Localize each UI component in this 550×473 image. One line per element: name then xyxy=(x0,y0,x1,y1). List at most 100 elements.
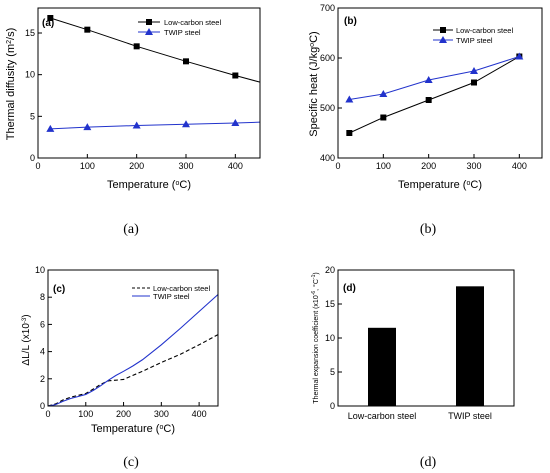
chart-a-series-1-point-2 xyxy=(132,121,141,129)
chart-b-series-0-point-1 xyxy=(380,114,387,121)
chart-a-ytick-label-3: 15 xyxy=(25,28,35,38)
chart-b-series-0-line xyxy=(349,56,520,134)
chart-c-panel-label: (c) xyxy=(53,284,65,295)
chart-a-xlabel: Temperature (oC) xyxy=(107,179,191,191)
chart-a-legend: Low-carbon steel TWIP steel xyxy=(138,18,221,37)
legend-b-marker-1 xyxy=(440,27,446,33)
chart-a-ylabel: Thermal diffusity (m2/s) xyxy=(5,28,17,141)
chart-a-series-1-line xyxy=(50,121,261,130)
chart-b-series-1-point-0 xyxy=(345,95,354,103)
chart-c-xlabel: Temperature (oC) xyxy=(91,423,175,435)
chart-a-xtick-label-2: 200 xyxy=(129,161,144,171)
caption-d: (d) xyxy=(420,455,437,470)
chart-c-series-0-line xyxy=(47,334,219,407)
chart-b-series-0-point-2 xyxy=(425,97,432,103)
legend-b-label-2: TWIP steel xyxy=(456,36,493,45)
legend-c-label-2: TWIP steel xyxy=(153,292,190,301)
chart-d-ytick-label-2: 10 xyxy=(325,333,335,343)
chart-c-ytick-label-1: 2 xyxy=(40,374,45,384)
chart-b-xtick-label-0: 0 xyxy=(335,161,340,171)
chart-b-series-1-point-3 xyxy=(470,67,478,74)
chart-a-series-1-point-4 xyxy=(231,119,240,126)
legend-a-marker-2 xyxy=(145,28,153,35)
chart-b: 400 500 600 700 0 100 200 300 400 (b) Low-carbon… xyxy=(308,3,543,191)
chart-a-series-0-point-4 xyxy=(232,72,239,79)
chart-a: 0 5 10 15 0 100 200 300 400 (a) Low-carbon steel… xyxy=(5,7,261,191)
chart-d-frame xyxy=(337,269,515,407)
chart-d-panel-label: (d) xyxy=(343,283,356,294)
legend-a-label-1: Low-carbon steel xyxy=(164,18,221,27)
chart-c-ytick-label-3: 6 xyxy=(40,319,45,329)
chart-a-series-0-point-0 xyxy=(47,15,54,21)
chart-c-xtick-label-4: 400 xyxy=(192,409,207,419)
chart-b-marks xyxy=(345,52,524,136)
chart-b-series-1-line xyxy=(349,56,520,100)
chart-d-marks xyxy=(368,286,484,406)
chart-a-series-0-point-1 xyxy=(84,26,91,33)
chart-b-series-1-point-4 xyxy=(515,52,524,60)
chart-a-xtick-label-3: 300 xyxy=(178,161,193,171)
chart-c-ytick-label-0: 0 xyxy=(40,401,45,411)
chart-d-category-label-1: TWIP steel xyxy=(448,411,492,421)
chart-d-ytick-label-3: 15 xyxy=(325,299,335,309)
chart-d: Low-carbon steel TWIP steel 0 5 10 15 20 (d) T… xyxy=(311,265,515,421)
chart-b-legend: Low-carbon steel TWIP steel xyxy=(433,26,513,45)
legend-c-label-1: Low-carbon steel xyxy=(153,284,210,293)
chart-d-ytick-label-0: 0 xyxy=(330,401,335,411)
chart-a-series-0-point-3 xyxy=(183,58,189,65)
chart-d-bar-1 xyxy=(456,286,484,406)
chart-a-xtick-label-1: 100 xyxy=(80,161,95,171)
chart-a-ytick-label-1: 5 xyxy=(30,111,35,121)
legend-a-label-2: TWIP steel xyxy=(164,28,201,37)
chart-d-ytick-label-1: 5 xyxy=(330,367,335,377)
chart-b-ytick-label-1: 500 xyxy=(320,103,335,113)
chart-c-xtick-label-3: 300 xyxy=(154,409,169,419)
chart-c-frame xyxy=(47,269,219,407)
chart-b-ytick-label-3: 700 xyxy=(320,3,335,13)
chart-b-ytick-label-0: 400 xyxy=(320,153,335,163)
chart-a-series-1-point-1 xyxy=(83,123,92,131)
chart-d-category-label-0: Low-carbon steel xyxy=(348,411,417,421)
chart-b-series-1-point-1 xyxy=(379,90,388,97)
chart-a-ytick-label-2: 10 xyxy=(25,70,35,80)
chart-a-frame xyxy=(37,7,261,159)
chart-b-panel-label: (b) xyxy=(344,16,357,27)
chart-b-series-1-point-2 xyxy=(424,76,433,83)
chart-c-ylabel: ΔL/L (x10-3) xyxy=(21,314,32,365)
caption-c: (c) xyxy=(123,455,139,470)
chart-d-ytick-label-4: 20 xyxy=(325,265,335,275)
chart-b-xtick-label-3: 300 xyxy=(466,161,481,171)
chart-c-xtick-label-2: 200 xyxy=(116,409,131,419)
legend-b-label-1: Low-carbon steel xyxy=(456,26,513,35)
chart-c-xtick-label-0: 0 xyxy=(45,409,50,419)
chart-a-marks xyxy=(46,15,261,132)
chart-c-ytick-label-2: 4 xyxy=(40,347,45,357)
chart-b-frame xyxy=(337,7,543,159)
chart-b-series-0-point-3 xyxy=(471,79,477,86)
chart-a-series-1-point-0 xyxy=(46,124,55,132)
chart-a-series-0-line xyxy=(50,17,261,83)
chart-b-ytick-label-2: 600 xyxy=(320,53,335,63)
chart-b-xlabel: Temperature (oC) xyxy=(398,179,482,191)
chart-a-ytick-label-0: 0 xyxy=(30,153,35,163)
chart-b-ticks: 400 500 600 700 0 100 200 300 400 xyxy=(320,3,527,171)
chart-a-xtick-label-4: 400 xyxy=(228,161,243,171)
chart-b-ylabel: Specific heat (J/kgoC) xyxy=(308,31,320,136)
chart-d-ylabel: Thermal expansion coefficient (x10-6, °C… xyxy=(311,272,320,403)
chart-d-ticks: Low-carbon steel TWIP steel 0 5 10 15 20 xyxy=(325,265,492,421)
chart-b-xtick-label-4: 400 xyxy=(512,161,527,171)
chart-c-ytick-label-4: 8 xyxy=(40,292,45,302)
legend-b-marker-2 xyxy=(439,36,447,43)
chart-a-panel-label: (a) xyxy=(42,18,54,29)
caption-a: (a) xyxy=(123,222,139,237)
caption-b: (b) xyxy=(420,222,437,237)
chart-b-xtick-label-1: 100 xyxy=(376,161,391,171)
chart-a-ticks: 0 5 10 15 0 100 200 300 400 xyxy=(25,28,243,171)
legend-a-marker-1 xyxy=(146,19,152,25)
chart-c-legend: Low-carbon steel TWIP steel xyxy=(132,284,210,301)
chart-c-series-1-line xyxy=(47,294,219,407)
chart-d-bar-0 xyxy=(368,327,396,406)
chart-a-series-1-point-3 xyxy=(182,120,190,128)
